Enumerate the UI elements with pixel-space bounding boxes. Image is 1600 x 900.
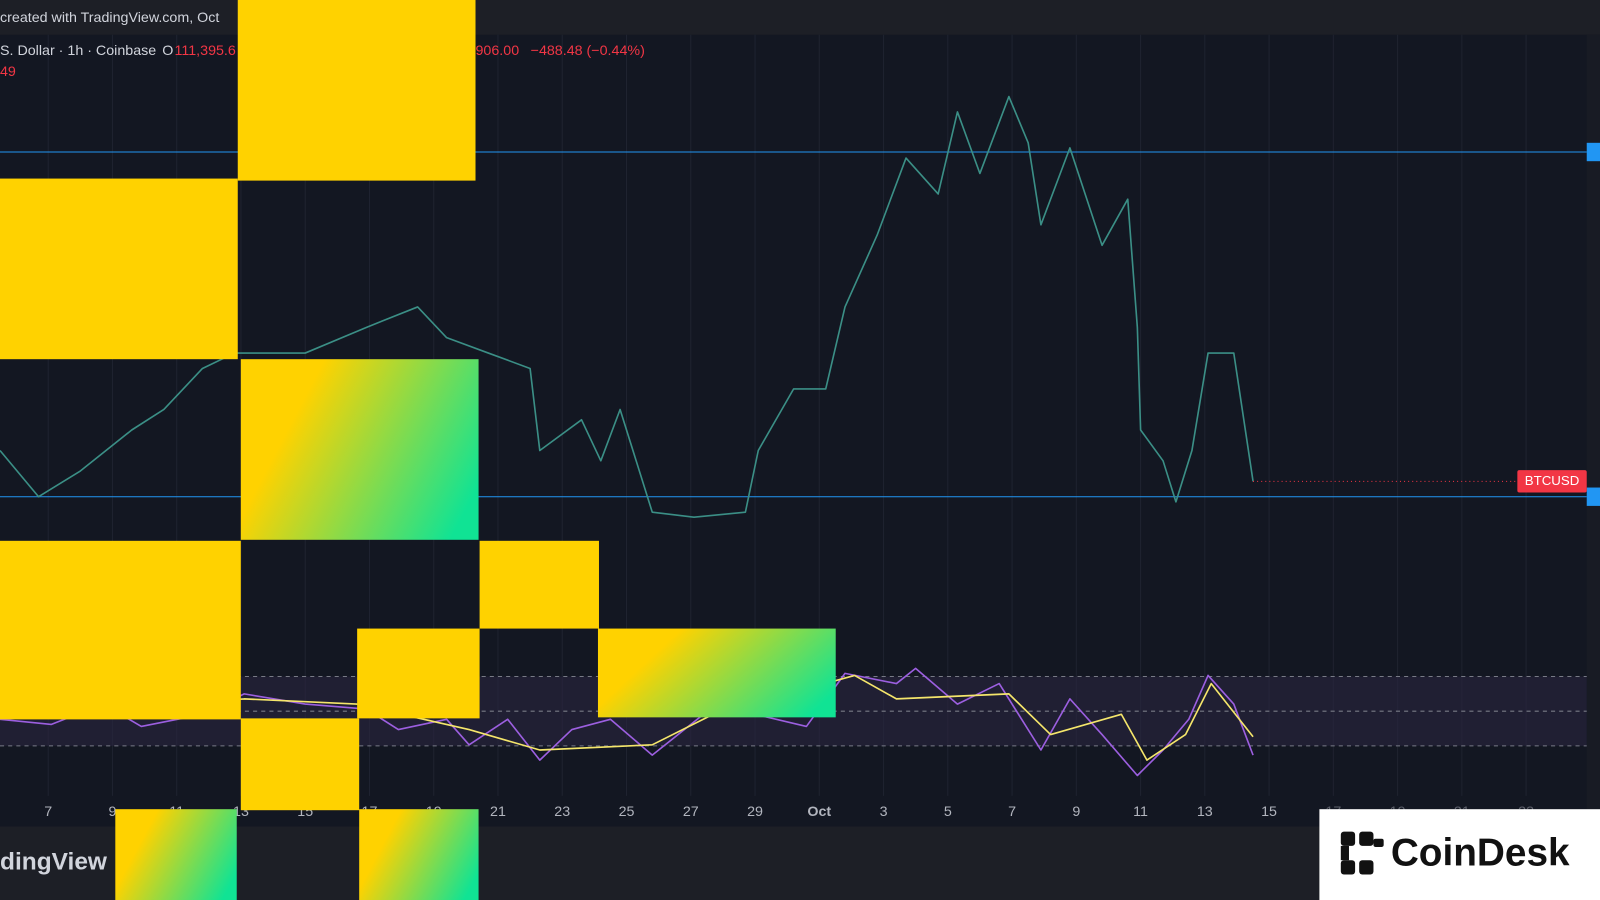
block [115, 809, 237, 900]
price-label-box [1517, 470, 1587, 493]
logo-box: CoinDesk [1319, 809, 1600, 900]
block [237, 0, 476, 181]
x-tick-label: 7 [44, 804, 52, 820]
block [240, 359, 479, 540]
price-label: BTCUSD [1525, 473, 1579, 488]
x-tick-label: 23 [554, 804, 570, 820]
logo-icon [1340, 831, 1384, 875]
x-tick-label: 13 [1197, 804, 1213, 820]
indicator-value: 49 [0, 64, 16, 80]
x-tick-label: 3 [880, 804, 888, 820]
block [0, 540, 241, 720]
open-value: 111,395.6 [174, 43, 235, 59]
x-tick-label: Oct [807, 804, 831, 820]
x-tick-label: 15 [1261, 804, 1277, 820]
block [0, 178, 238, 360]
logo-text: CoinDesk [1391, 831, 1570, 874]
horizontal-line-marker [1586, 487, 1600, 506]
block [357, 628, 480, 719]
x-tick-label: 9 [1072, 804, 1080, 820]
open-label: O [162, 43, 173, 59]
brand: dingView [0, 849, 108, 876]
watermark: created with TradingView.com, Oct [0, 10, 219, 26]
block [597, 628, 836, 718]
x-tick-label: 25 [619, 804, 635, 820]
redaction-blocks [0, 0, 836, 900]
x-tick-label: 7 [1008, 804, 1016, 820]
logo-background [1319, 809, 1600, 900]
x-tick-label: 27 [683, 804, 699, 820]
change: −488.48 (−0.44%) [531, 43, 645, 59]
block [359, 809, 479, 900]
block [240, 718, 360, 811]
horizontal-line-marker [1586, 142, 1600, 162]
x-tick-label: 21 [490, 804, 506, 820]
symbol: S. Dollar · 1h · Coinbase [0, 43, 156, 59]
x-tick-label: 11 [1133, 804, 1148, 820]
x-tick-label: 9 [108, 804, 116, 820]
x-tick-label: 29 [747, 804, 763, 820]
x-tick-label: 5 [944, 804, 952, 820]
close-value: 906.00 [476, 43, 520, 59]
series-line [0, 95, 1254, 519]
price-scale [1586, 34, 1600, 811]
block [479, 540, 599, 629]
